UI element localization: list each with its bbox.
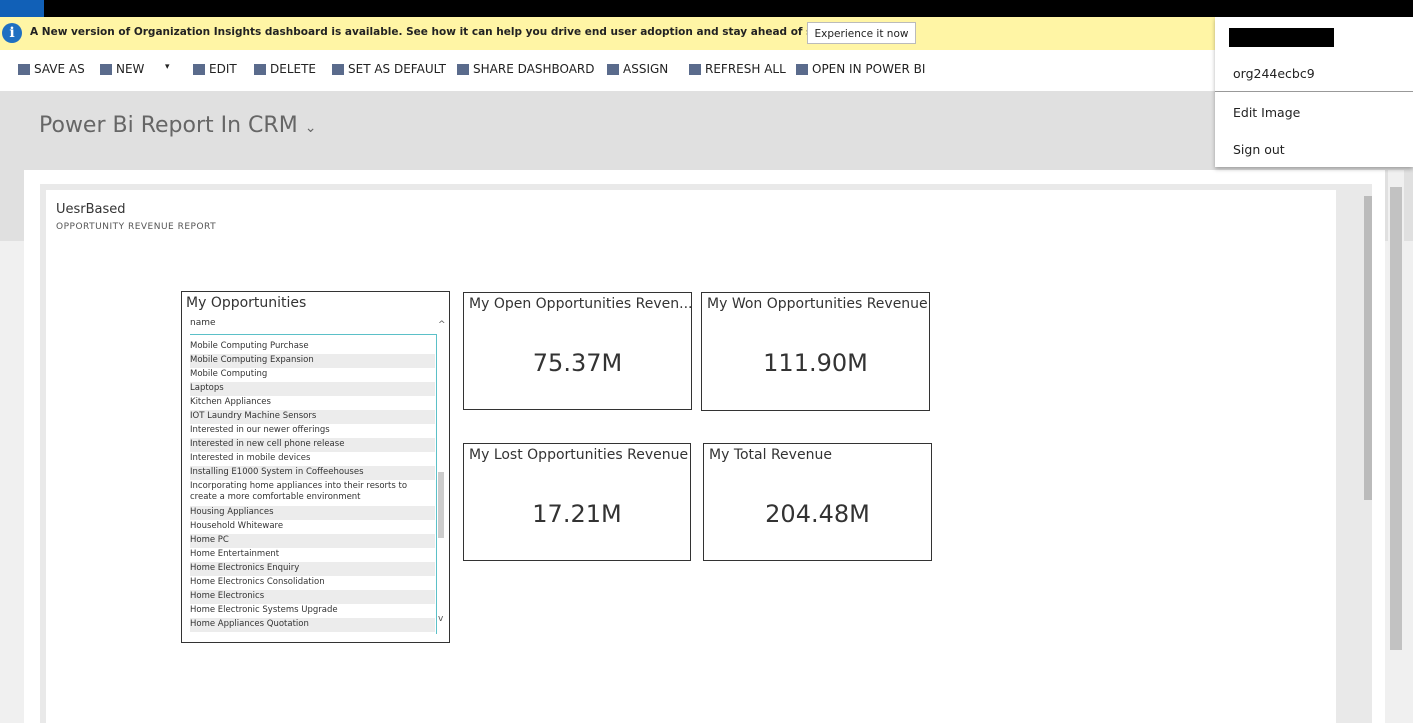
- command-button[interactable]: NEW: [100, 62, 144, 76]
- top-bar: [0, 0, 1413, 17]
- command-button[interactable]: EDIT: [193, 62, 237, 76]
- header-underline: [190, 334, 436, 335]
- table-row[interactable]: Interested in our newer offerings: [190, 425, 330, 435]
- command-icon: [18, 63, 30, 75]
- command-label: SAVE AS: [34, 62, 85, 76]
- card-value: 17.21M: [532, 500, 622, 528]
- table-row[interactable]: Laptops: [190, 382, 435, 396]
- table-row[interactable]: Kitchen Appliances: [190, 397, 271, 407]
- command-button[interactable]: SAVE AS: [18, 62, 85, 76]
- command-label: EDIT: [209, 62, 237, 76]
- command-label: ASSIGN: [623, 62, 669, 76]
- table-row[interactable]: Home Electronics: [190, 590, 435, 604]
- report-subtitle: OPPORTUNITY REVENUE REPORT: [56, 222, 217, 232]
- command-button[interactable]: ASSIGN: [607, 62, 668, 76]
- command-bar: [0, 50, 1413, 91]
- menu-separator: [1215, 91, 1413, 92]
- scroll-down[interactable]: v: [438, 614, 444, 624]
- card-title: My Open Opportunities Reven...: [469, 296, 693, 312]
- card-visual: My Total Revenue 204.48M: [703, 443, 932, 561]
- table-row[interactable]: Interested in mobile devices: [190, 453, 311, 463]
- card-value: 204.48M: [765, 500, 870, 528]
- table-row[interactable]: Home Appliances Quotation: [190, 618, 435, 632]
- card-value: 75.37M: [532, 349, 623, 377]
- command-label: OPEN IN POWER BI: [812, 62, 926, 76]
- command-label: DELETE: [270, 62, 317, 76]
- table-row[interactable]: Housing Appliances: [190, 506, 435, 520]
- table-row[interactable]: Household Whiteware: [190, 521, 284, 531]
- command-button[interactable]: DELETE: [254, 62, 316, 76]
- table-row[interactable]: Mobile Computing: [190, 369, 268, 379]
- command-button[interactable]: REFRESH ALL: [689, 62, 786, 76]
- command-icon: [457, 63, 469, 75]
- report-name: UesrBased: [56, 202, 126, 217]
- table-title: My Opportunities: [186, 295, 307, 311]
- chevron: ⌄: [304, 120, 317, 136]
- nav-button[interactable]: [0, 0, 44, 17]
- new-dropdown[interactable]: ▾: [165, 62, 170, 72]
- table-row[interactable]: Home Electronics Enquiry: [190, 562, 435, 576]
- command-icon: [254, 63, 266, 75]
- command-icon: [100, 63, 112, 75]
- table-row[interactable]: Home Entertainment: [190, 549, 280, 559]
- card-visual: My Lost Opportunities Revenue 17.21M: [463, 443, 691, 561]
- table-row[interactable]: Installing E1000 System in Coffeehouses: [190, 466, 435, 480]
- dashboard-title-text: Power Bi Report In CRM: [39, 113, 298, 138]
- experience-button[interactable]: Experience it now: [807, 22, 916, 44]
- scroll-up[interactable]: ^: [438, 320, 446, 330]
- command-label: SHARE DASHBOARD: [473, 62, 595, 76]
- command-button[interactable]: SHARE DASHBOARD: [457, 62, 595, 76]
- edit-image[interactable]: Edit Image: [1233, 105, 1301, 120]
- card-value: 111.90M: [763, 349, 868, 377]
- table-row[interactable]: Incorporating home appliances into their…: [190, 481, 408, 502]
- command-button[interactable]: SET AS DEFAULT: [332, 62, 446, 76]
- card-title: My Lost Opportunities Revenue: [469, 447, 689, 463]
- command-icon: [607, 63, 619, 75]
- sign-out[interactable]: Sign out: [1233, 142, 1285, 157]
- table-row[interactable]: Mobile Computing Expansion: [190, 354, 435, 368]
- table-row[interactable]: Home PC: [190, 534, 435, 548]
- table-row[interactable]: Home Electronics Consolidation: [190, 577, 325, 587]
- command-icon: [193, 63, 205, 75]
- command-button[interactable]: OPEN IN POWER BI: [796, 62, 925, 76]
- inner-scrollbar[interactable]: [1364, 196, 1372, 500]
- card-title: My Won Opportunities Revenue: [707, 296, 928, 312]
- command-icon: [332, 63, 344, 75]
- column-header[interactable]: name: [190, 318, 216, 328]
- dashboard-title[interactable]: Power Bi Report In CRM ⌄: [39, 113, 316, 138]
- command-icon: [796, 63, 808, 75]
- card-visual: My Open Opportunities Reven... 75.37M: [463, 292, 692, 410]
- command-label: SET AS DEFAULT: [348, 62, 446, 76]
- scrollbar-thumb[interactable]: [1390, 187, 1402, 650]
- notification-text: A New version of Organization Insights d…: [30, 26, 897, 38]
- table-row[interactable]: Home Electronic Systems Upgrade: [190, 605, 338, 615]
- card-title: My Total Revenue: [709, 447, 832, 463]
- notification-bar: i A New version of Organization Insights…: [0, 17, 1413, 50]
- card-visual: My Won Opportunities Revenue 111.90M: [701, 292, 930, 411]
- table-row[interactable]: IOT Laundry Machine Sensors: [190, 410, 435, 424]
- command-label: REFRESH ALL: [705, 62, 786, 76]
- command-label: NEW: [116, 62, 145, 76]
- table-row[interactable]: Mobile Computing Purchase: [190, 341, 309, 351]
- command-icon: [689, 63, 701, 75]
- user-menu: org244ecbc9 Edit Image Sign out: [1215, 17, 1413, 167]
- table-scroll-thumb[interactable]: [438, 472, 444, 538]
- table-edge: [436, 334, 437, 634]
- org-name: org244ecbc9: [1233, 66, 1315, 81]
- info-icon: i: [2, 23, 22, 43]
- redacted-name: [1229, 28, 1334, 47]
- table-row[interactable]: Interested in new cell phone release: [190, 438, 435, 452]
